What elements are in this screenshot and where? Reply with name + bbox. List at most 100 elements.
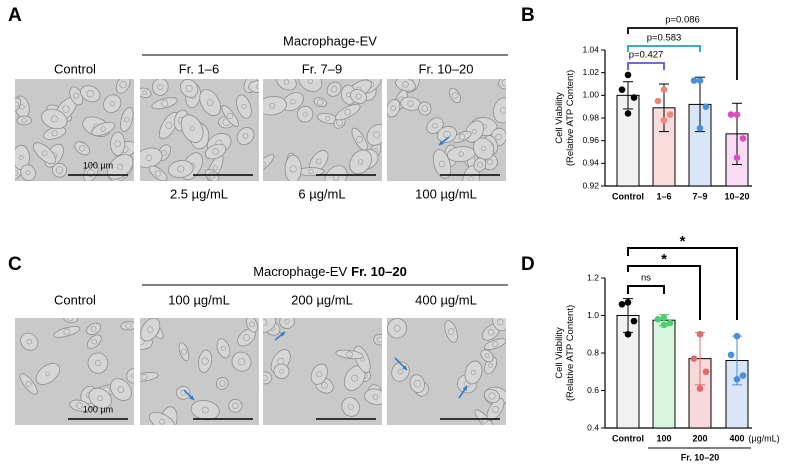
nucleus <box>117 386 125 393</box>
cell <box>20 332 39 351</box>
nucleus <box>308 169 314 175</box>
cell <box>483 389 500 403</box>
dose-label: 100 µg/mL <box>415 186 477 201</box>
nucleus <box>356 135 363 143</box>
y-tick-label: 0.94 <box>582 158 599 168</box>
x-tick-label: 10–20 <box>724 191 749 201</box>
x-tick-label: Control <box>612 191 644 201</box>
significance-bracket <box>627 265 701 320</box>
data-point <box>624 71 632 79</box>
nucleus <box>484 353 490 359</box>
nucleus <box>26 339 32 345</box>
y-tick-label: 0.4 <box>587 422 599 432</box>
x-tick-label: 200 <box>692 433 707 443</box>
data-point <box>624 110 632 117</box>
significance-bracket <box>627 45 701 52</box>
nucleus <box>393 324 401 332</box>
nucleus <box>468 176 474 181</box>
nucleus <box>373 131 381 139</box>
significance-bracket <box>627 27 738 80</box>
cell <box>248 80 259 93</box>
nucleus <box>25 170 31 176</box>
cell <box>409 374 426 394</box>
y-tick-label: 0.8 <box>587 347 599 357</box>
y-tick-label: 1.02 <box>582 67 599 77</box>
data-point <box>660 314 668 321</box>
nucleus <box>94 359 102 367</box>
nucleus <box>263 318 268 326</box>
cell <box>387 99 401 118</box>
nucleus <box>495 133 502 141</box>
panel-letter: B <box>521 5 535 26</box>
nucleus <box>390 105 396 111</box>
cell <box>88 387 112 409</box>
bar-chart: B 0.92 0.94 0.96 0.98 1.00 1.02 1.04 Cell Viabil… <box>521 5 752 201</box>
cells <box>140 318 258 425</box>
nucleus <box>481 146 486 152</box>
nucleus <box>421 105 429 112</box>
y-tick-label: 1.04 <box>582 44 599 54</box>
nucleus <box>470 369 477 376</box>
nucleus <box>316 98 324 106</box>
y-axis-title-line: (Relative ATP Content) <box>565 305 576 401</box>
cell <box>110 131 126 156</box>
significance-label: ns <box>641 273 651 284</box>
nucleus <box>97 395 103 401</box>
nucleus <box>51 130 58 137</box>
y-tick-label: 0.6 <box>587 385 599 395</box>
data-point <box>630 317 638 325</box>
nucleus <box>316 371 323 378</box>
nucleus <box>438 160 446 168</box>
data-point <box>618 86 626 93</box>
cell <box>32 142 57 165</box>
group-heading-bold: Fr. 10–20 <box>351 264 407 279</box>
nucleus <box>492 406 499 413</box>
cell <box>418 101 432 116</box>
arrow-head <box>280 332 285 337</box>
data-point <box>696 77 704 84</box>
cells <box>15 79 134 181</box>
cell <box>498 79 506 90</box>
cell <box>221 104 239 127</box>
data-point <box>660 116 668 124</box>
nucleus <box>67 318 74 322</box>
nucleus <box>147 326 154 333</box>
cell <box>483 338 506 350</box>
data-point <box>654 315 662 323</box>
data-point <box>727 111 735 118</box>
cell <box>69 399 90 412</box>
nucleus <box>201 357 209 365</box>
nucleus <box>55 166 64 174</box>
nucleus <box>21 117 27 124</box>
cell <box>480 349 494 363</box>
cell <box>120 107 134 132</box>
cell <box>444 320 458 343</box>
cell <box>204 143 227 160</box>
cell <box>326 81 342 97</box>
cell <box>436 126 458 143</box>
nucleus <box>226 112 234 120</box>
cell <box>364 388 382 406</box>
nucleus <box>351 374 359 382</box>
bar-chart: D 0.4 0.6 0.8 1.0 1.2 Cell Viability (Relative … <box>521 233 780 462</box>
cell <box>15 97 22 112</box>
cell <box>151 79 169 96</box>
data-point <box>630 94 638 101</box>
nucleus <box>372 393 379 400</box>
group-label: Fr. 10–20 <box>681 452 720 462</box>
nucleus <box>497 318 504 326</box>
cell <box>176 385 191 400</box>
nucleus <box>212 165 218 171</box>
data-point <box>660 321 668 329</box>
cell <box>216 377 229 390</box>
nucleus <box>219 380 226 387</box>
y-tick-label: 0.92 <box>582 180 599 190</box>
cell <box>464 360 483 385</box>
data-point <box>624 330 632 338</box>
cell <box>432 149 452 179</box>
cell <box>276 79 297 91</box>
cell <box>486 397 505 421</box>
column-label: 100 µg/mL <box>168 292 230 307</box>
